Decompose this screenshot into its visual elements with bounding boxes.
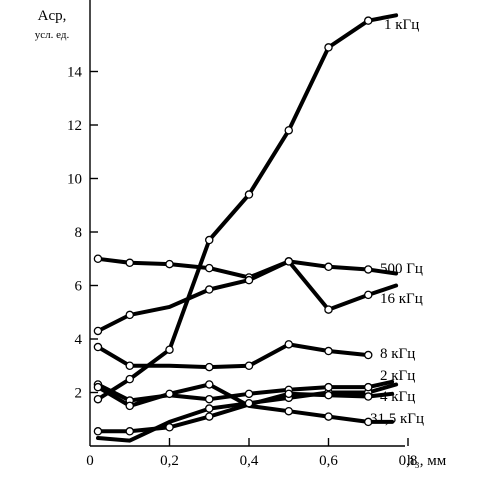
data-point bbox=[125, 401, 135, 411]
data-point bbox=[284, 340, 293, 349]
data-point bbox=[93, 427, 103, 436]
data-point bbox=[284, 406, 293, 416]
data-point bbox=[125, 427, 135, 436]
y-tick-label: 6 bbox=[75, 279, 83, 295]
data-point bbox=[363, 265, 373, 274]
data-point bbox=[204, 362, 214, 372]
data-point bbox=[204, 285, 214, 294]
y-tick-label: 12 bbox=[67, 118, 82, 134]
data-point bbox=[324, 262, 333, 272]
data-point bbox=[204, 235, 214, 245]
data-point bbox=[93, 342, 103, 352]
data-point bbox=[125, 374, 135, 384]
y-tick-label: 2 bbox=[75, 386, 83, 402]
y-axis-title: Acp, bbox=[38, 8, 67, 24]
data-point bbox=[204, 380, 214, 389]
data-point bbox=[125, 258, 135, 268]
data-point bbox=[165, 389, 174, 399]
series-label: 500 Гц bbox=[380, 261, 423, 277]
data-point bbox=[204, 412, 214, 421]
data-point bbox=[244, 398, 254, 408]
data-point bbox=[324, 412, 333, 421]
x-tick-label: 0,4 bbox=[240, 453, 259, 469]
data-point bbox=[363, 290, 373, 300]
data-point bbox=[165, 259, 174, 269]
y-tick-label: 10 bbox=[67, 172, 82, 188]
data-point bbox=[204, 394, 214, 404]
x-tick-label: 0,2 bbox=[160, 453, 179, 469]
data-point bbox=[363, 16, 373, 25]
data-point bbox=[165, 345, 174, 354]
series-label: 31,5 кГц bbox=[370, 411, 424, 427]
data-point bbox=[244, 190, 254, 199]
y-axis-unit: усл. ед. bbox=[35, 29, 70, 41]
series-label: 8 кГц bbox=[380, 346, 415, 362]
data-point bbox=[244, 361, 254, 370]
series-label: 1 кГц bbox=[384, 17, 419, 33]
series-label: 4 кГц bbox=[380, 389, 415, 405]
series-label: 2 кГц bbox=[380, 368, 415, 384]
x-tick-label: 0,6 bbox=[319, 453, 338, 469]
data-point bbox=[165, 423, 174, 432]
y-tick-label: 4 bbox=[75, 332, 83, 348]
axes bbox=[89, 0, 405, 447]
data-point bbox=[204, 404, 214, 413]
data-point bbox=[363, 417, 373, 427]
data-point bbox=[204, 263, 214, 273]
data-point bbox=[93, 326, 103, 336]
data-point bbox=[284, 126, 293, 135]
data-point bbox=[324, 346, 333, 356]
data-point bbox=[363, 382, 373, 392]
series-line bbox=[96, 13, 399, 402]
data-point bbox=[324, 43, 333, 52]
data-point bbox=[284, 257, 293, 266]
data-point bbox=[284, 389, 293, 399]
data-point bbox=[93, 382, 103, 392]
data-point bbox=[324, 382, 333, 392]
data-point bbox=[363, 392, 373, 401]
series-label: 16 кГц bbox=[380, 291, 423, 307]
data-point bbox=[244, 275, 254, 285]
data-point bbox=[125, 310, 135, 320]
ticks: 0 0,2 0,4 0,6 0,8 2 4 6 8 10 12 14 bbox=[67, 65, 417, 470]
data-point bbox=[324, 305, 333, 314]
series-line bbox=[96, 342, 371, 370]
data-point bbox=[125, 361, 135, 370]
x-tick-label: 0 bbox=[86, 453, 94, 469]
series-group bbox=[93, 13, 399, 443]
data-point bbox=[363, 350, 373, 360]
series-labels: 1 кГц 500 Гц 16 кГц 8 кГц 2 кГц 4 кГц 31,5 кГц bbox=[370, 17, 424, 427]
data-point bbox=[324, 390, 333, 400]
data-point bbox=[93, 394, 103, 404]
series-line bbox=[96, 259, 399, 333]
y-tick-label: 14 bbox=[67, 65, 83, 81]
x-tick-label: 0,8 bbox=[399, 453, 418, 469]
data-point bbox=[244, 389, 254, 399]
x-axis-title: h₃, мм bbox=[407, 453, 447, 469]
y-tick-label: 8 bbox=[75, 225, 83, 241]
data-point bbox=[93, 254, 103, 263]
